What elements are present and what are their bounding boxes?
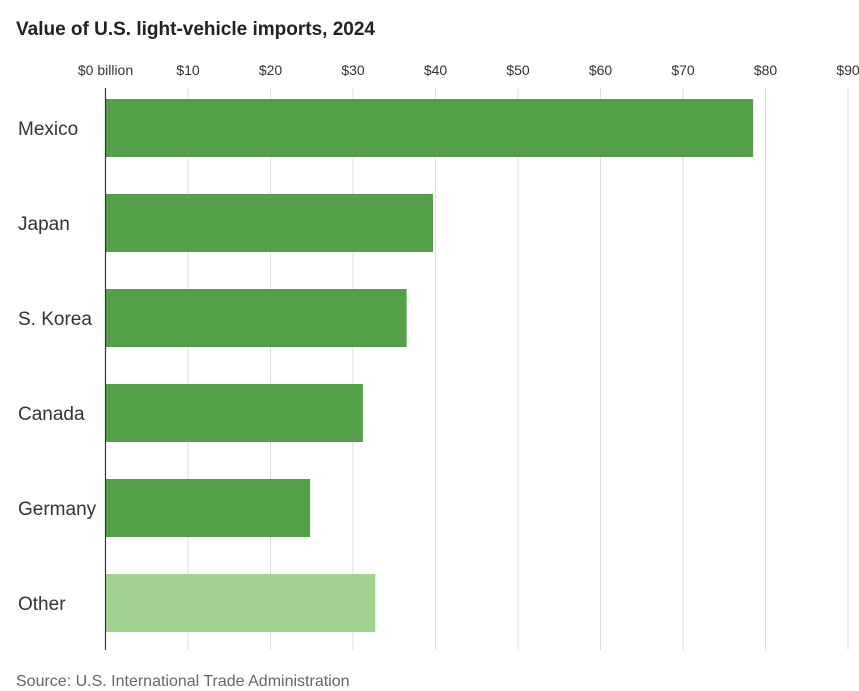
x-tick-label: $30 bbox=[341, 62, 365, 78]
gridlines bbox=[187, 88, 849, 650]
category-label: Germany bbox=[18, 499, 97, 520]
category-label: Canada bbox=[18, 404, 85, 425]
bars bbox=[105, 99, 754, 632]
x-tick-label: $50 bbox=[506, 62, 530, 78]
x-tick-label: $0 billion bbox=[78, 62, 133, 78]
bar-s-korea bbox=[105, 289, 407, 347]
bar-japan bbox=[105, 194, 434, 252]
x-tick-label: $40 bbox=[424, 62, 448, 78]
x-tick-label: $20 bbox=[259, 62, 283, 78]
bar-mexico bbox=[105, 99, 754, 157]
source-note: Source: U.S. International Trade Adminis… bbox=[16, 673, 350, 690]
category-label: S. Korea bbox=[18, 309, 92, 330]
bar-chart: $0 billion $10 $20 $30 $40 $50 $60 $70 $80 $90 Me… bbox=[18, 62, 859, 650]
x-tick-label: $60 bbox=[589, 62, 613, 78]
bar-germany bbox=[105, 479, 311, 537]
x-tick-label: $90 bbox=[836, 62, 859, 78]
x-tick-label: $10 bbox=[176, 62, 200, 78]
bar-other bbox=[105, 574, 376, 632]
chart-title: Value of U.S. light-vehicle imports, 202… bbox=[16, 19, 375, 40]
category-label: Japan bbox=[18, 214, 70, 235]
bar-canada bbox=[105, 384, 363, 442]
category-label: Other bbox=[18, 594, 66, 615]
x-tick-label: $70 bbox=[671, 62, 695, 78]
category-label: Mexico bbox=[18, 119, 78, 140]
x-axis-tick-labels: $0 billion $10 $20 $30 $40 $50 $60 $70 $80 $90 bbox=[78, 62, 859, 78]
x-tick-label: $80 bbox=[754, 62, 778, 78]
category-labels: Mexico Japan S. Korea Canada Germany Other bbox=[18, 119, 97, 615]
